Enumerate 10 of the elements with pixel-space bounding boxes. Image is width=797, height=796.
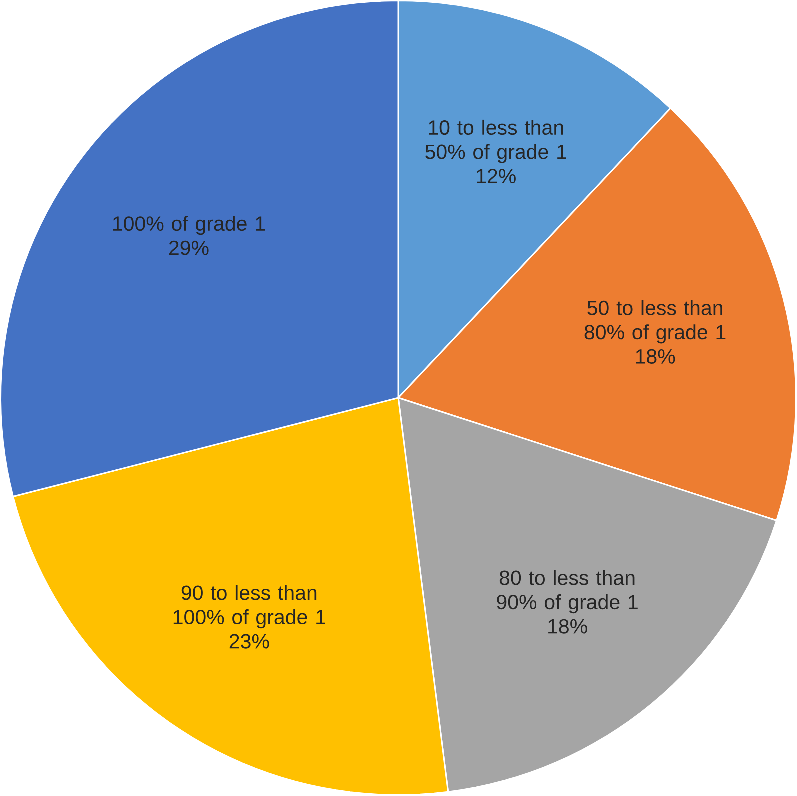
data-label: 18% (548, 619, 588, 634)
data-label: 23% (230, 634, 270, 649)
data-label: 29% (169, 240, 209, 256)
slice-label: 10 to less than 50% of grade 1 (426, 120, 566, 164)
data-label: 18% (636, 349, 676, 364)
data-label: 12% (477, 169, 516, 184)
slice-label: 90 to less than 100% of grade 1 (174, 585, 326, 629)
slice-label: 50 to less than 80% of grade 1 (584, 300, 726, 344)
slice-label: 80 to less than 90% of grade 1 (497, 570, 638, 614)
slice-label: 100% of grade 1 (113, 216, 266, 236)
